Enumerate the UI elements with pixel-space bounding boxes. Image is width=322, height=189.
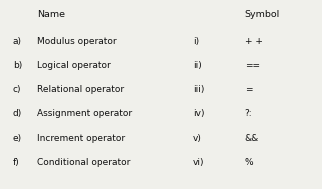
Text: v): v) xyxy=(193,134,202,143)
Text: ==: == xyxy=(245,61,260,70)
Text: Modulus operator: Modulus operator xyxy=(37,37,117,46)
Text: %: % xyxy=(245,158,253,167)
Text: ?:: ?: xyxy=(245,109,252,119)
Text: ii): ii) xyxy=(193,61,202,70)
Text: b): b) xyxy=(13,61,22,70)
Text: Symbol: Symbol xyxy=(245,10,280,19)
Text: Assignment operator: Assignment operator xyxy=(37,109,132,119)
Text: f): f) xyxy=(13,158,20,167)
Text: i): i) xyxy=(193,37,199,46)
Text: =: = xyxy=(245,85,252,94)
Text: Logical operator: Logical operator xyxy=(37,61,111,70)
Text: vi): vi) xyxy=(193,158,205,167)
Text: Relational operator: Relational operator xyxy=(37,85,124,94)
Text: a): a) xyxy=(13,37,22,46)
Text: e): e) xyxy=(13,134,22,143)
Text: d): d) xyxy=(13,109,22,119)
Text: Conditional operator: Conditional operator xyxy=(37,158,130,167)
Text: c): c) xyxy=(13,85,21,94)
Text: Increment operator: Increment operator xyxy=(37,134,125,143)
Text: + +: + + xyxy=(245,37,263,46)
Text: iii): iii) xyxy=(193,85,204,94)
Text: iv): iv) xyxy=(193,109,205,119)
Text: Name: Name xyxy=(37,10,65,19)
Text: &&: && xyxy=(245,134,259,143)
